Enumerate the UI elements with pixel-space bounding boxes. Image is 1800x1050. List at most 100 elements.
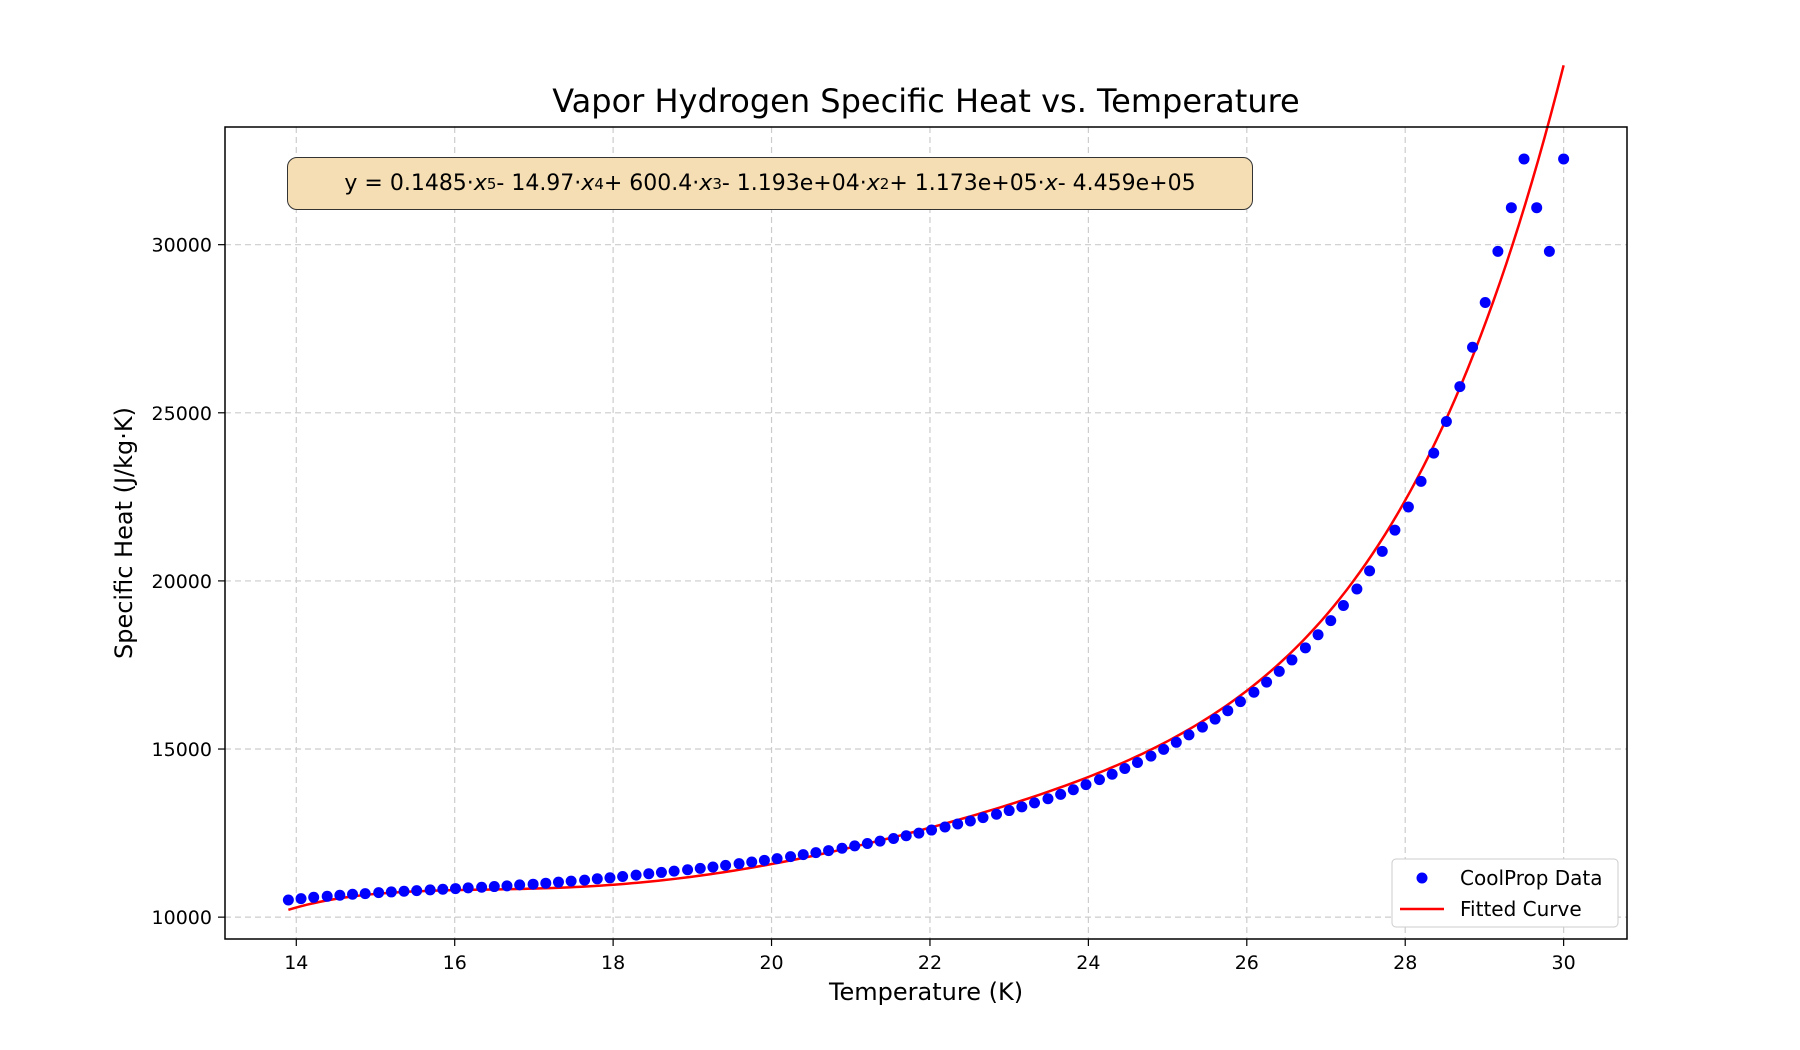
data-point — [437, 883, 449, 895]
eq-term: + 1.173e+05· — [889, 171, 1045, 196]
data-point — [1402, 501, 1414, 513]
data-point — [643, 868, 655, 880]
data-point — [720, 859, 732, 871]
x-ticks: 14 16 18 20 22 24 26 28 30 — [284, 939, 1576, 974]
data-point — [604, 872, 616, 884]
x-tick-label: 22 — [918, 952, 942, 974]
x-tick-label: 14 — [284, 952, 308, 974]
data-point — [295, 893, 307, 905]
data-point — [1106, 768, 1118, 780]
y-tick-label: 10000 — [152, 907, 212, 929]
data-point — [849, 840, 861, 852]
data-point — [655, 866, 667, 878]
data-point — [1351, 583, 1363, 595]
eq-var: x — [473, 171, 487, 196]
x-tick-label: 16 — [443, 952, 467, 974]
eq-term: - 14.97· — [496, 171, 582, 196]
data-point — [977, 812, 989, 824]
x-tick-label: 24 — [1076, 952, 1100, 974]
data-point — [1170, 736, 1182, 748]
data-point — [1312, 629, 1324, 641]
data-point — [1325, 615, 1337, 627]
data-point — [1119, 763, 1131, 775]
data-point — [771, 853, 783, 865]
data-point — [591, 873, 603, 885]
data-point — [1067, 784, 1079, 796]
data-point — [836, 842, 848, 854]
fitted-curve-layer — [288, 65, 1565, 912]
data-point — [308, 891, 320, 903]
data-point — [282, 894, 294, 906]
y-tick-label: 15000 — [152, 739, 212, 761]
data-point — [630, 869, 642, 881]
equation-annotation: y = 0.1485· x 5 - 14.97· x 4 + 600.4· x 3 - 1.… — [287, 157, 1253, 210]
data-point — [1415, 475, 1427, 487]
data-point — [1029, 797, 1041, 809]
data-point — [823, 845, 835, 857]
data-point — [939, 821, 951, 833]
data-point — [1196, 721, 1208, 733]
data-point — [565, 875, 577, 887]
data-point — [1131, 756, 1143, 768]
data-point — [913, 827, 925, 839]
data-point — [398, 885, 410, 897]
data-point — [888, 832, 900, 844]
data-point — [733, 858, 745, 870]
data-point — [1440, 416, 1452, 428]
data-point — [1376, 545, 1388, 557]
data-points-layer — [282, 153, 1570, 906]
eq-var: x — [1044, 171, 1058, 196]
data-point — [1337, 599, 1349, 611]
data-point — [514, 879, 526, 891]
data-point — [450, 883, 461, 895]
data-point — [1055, 788, 1067, 800]
eq-term: + 600.4· — [603, 171, 700, 196]
legend-label-coolprop: CoolProp Data — [1460, 866, 1603, 890]
data-point — [385, 886, 397, 898]
data-point — [1261, 676, 1273, 688]
data-point — [1454, 381, 1466, 393]
legend-label-fit: Fitted Curve — [1460, 897, 1582, 921]
data-point — [1273, 665, 1285, 677]
data-point — [476, 881, 488, 893]
eq-prefix: y = 0.1485· — [344, 171, 474, 196]
data-point — [1543, 245, 1555, 257]
legend-marker-coolprop — [1416, 872, 1428, 884]
data-point — [347, 888, 359, 900]
data-point — [1518, 153, 1530, 165]
data-point — [1248, 686, 1260, 698]
data-point — [1286, 654, 1298, 666]
data-point — [694, 862, 706, 874]
data-point — [488, 881, 500, 893]
data-point — [1209, 713, 1221, 725]
data-point — [900, 830, 912, 842]
y-tick-label: 20000 — [152, 571, 212, 593]
data-point — [1531, 202, 1543, 214]
data-point — [810, 847, 822, 859]
data-point — [424, 884, 436, 896]
x-tick-label: 28 — [1393, 952, 1417, 974]
data-point — [1003, 805, 1015, 817]
legend: CoolProp Data Fitted Curve — [1391, 858, 1619, 928]
data-point — [874, 835, 886, 847]
x-tick-label: 30 — [1552, 952, 1576, 974]
eq-pow: 4 — [594, 174, 604, 193]
eq-var: x — [866, 171, 880, 196]
x-tick-label: 26 — [1235, 952, 1259, 974]
data-point — [527, 878, 539, 890]
data-point — [952, 818, 964, 830]
data-point — [785, 851, 797, 863]
data-point — [1479, 297, 1491, 309]
data-point — [861, 838, 873, 850]
data-point — [334, 889, 346, 901]
data-point — [540, 877, 552, 889]
data-point — [707, 861, 719, 873]
grid — [225, 127, 1627, 939]
y-tick-label: 25000 — [152, 403, 212, 425]
data-point — [1080, 779, 1092, 791]
eq-pow: 3 — [712, 174, 722, 193]
eq-term: - 4.459e+05 — [1057, 171, 1196, 196]
eq-pow: 2 — [879, 174, 890, 193]
data-point — [964, 815, 976, 827]
